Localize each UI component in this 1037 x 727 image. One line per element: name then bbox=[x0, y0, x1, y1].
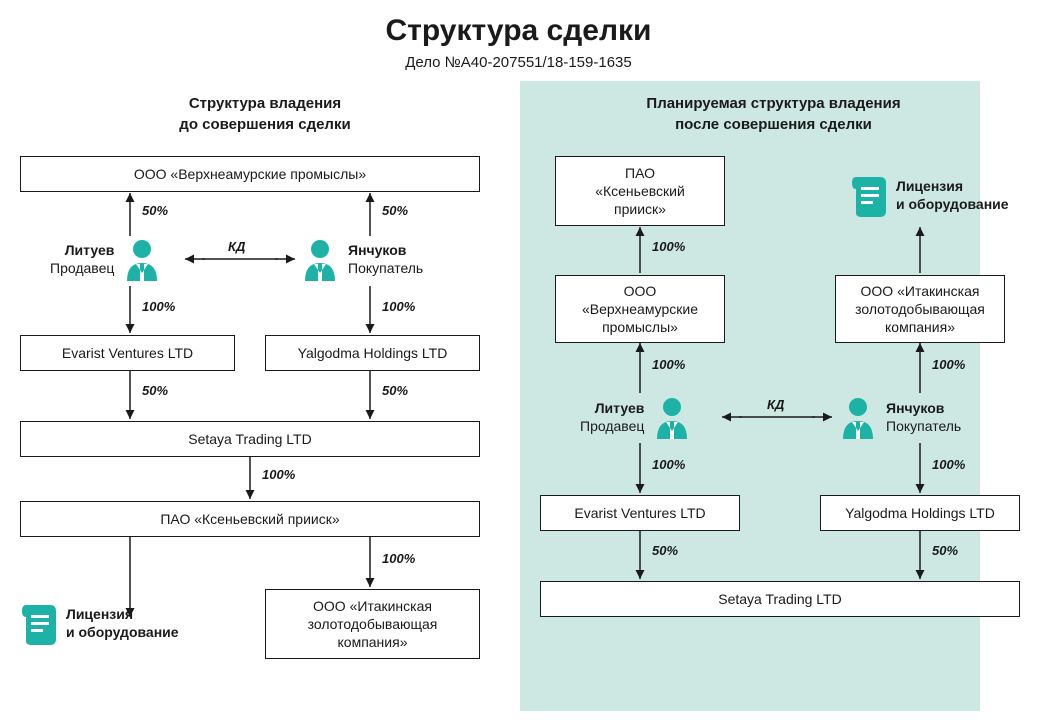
node-setaya: Setaya Trading LTD bbox=[20, 421, 480, 457]
edge-label: 100% bbox=[932, 457, 965, 472]
node-label: золотодобывающая bbox=[855, 300, 985, 318]
person-icon bbox=[122, 237, 162, 281]
heading-line: Структура владения bbox=[189, 95, 341, 112]
node-evarist: Evarist Ventures LTD bbox=[20, 335, 235, 371]
panel-before-heading: Структура владения до совершения сделки bbox=[20, 81, 510, 135]
person-role: Покупатель bbox=[886, 417, 961, 435]
node-itak: ООО «Итакинская золотодобывающая компани… bbox=[835, 275, 1005, 343]
person-buyer: Янчуков Покупатель bbox=[838, 395, 961, 439]
person-icon bbox=[652, 395, 692, 439]
edge-label-kd: КД bbox=[228, 239, 245, 254]
node-kseniev: ПАО «Ксеньевский прииск» bbox=[555, 156, 725, 226]
edge-label: 100% bbox=[652, 357, 685, 372]
node-label: ООО bbox=[624, 282, 657, 300]
edge-label: 50% bbox=[142, 383, 168, 398]
scroll-icon bbox=[850, 173, 888, 217]
node-label: «Ксеньевский bbox=[595, 182, 685, 200]
node-vap: ООО «Верхнеамурские промыслы» bbox=[20, 156, 480, 192]
panels-container: Структура владения до совершения сделки bbox=[0, 81, 1037, 711]
node-label: Evarist Ventures LTD bbox=[62, 344, 193, 362]
node-label: ООО «Итакинская bbox=[313, 597, 432, 615]
node-kseniev: ПАО «Ксеньевский прииск» bbox=[20, 501, 480, 537]
node-label: Setaya Trading LTD bbox=[188, 430, 311, 448]
license-line: и оборудование bbox=[896, 195, 1009, 213]
heading-line: после совершения сделки bbox=[675, 116, 872, 133]
person-role: Покупатель bbox=[348, 259, 423, 277]
node-label: ООО «Итакинская bbox=[861, 282, 980, 300]
person-icon bbox=[838, 395, 878, 439]
edge-label-kd: КД bbox=[767, 397, 784, 412]
person-buyer: Янчуков Покупатель bbox=[300, 237, 423, 281]
node-yalgodma: Yalgodma Holdings LTD bbox=[820, 495, 1020, 531]
person-name: Литуев bbox=[580, 399, 644, 417]
scroll-icon bbox=[20, 601, 58, 645]
node-label: золотодобывающая bbox=[308, 615, 438, 633]
edge-label: 50% bbox=[932, 543, 958, 558]
license-line: Лицензия bbox=[66, 605, 179, 623]
node-label: ПАО «Ксеньевский прииск» bbox=[160, 510, 339, 528]
edge-label: 100% bbox=[652, 239, 685, 254]
person-role: Продавец bbox=[50, 259, 114, 277]
edge-label: 50% bbox=[652, 543, 678, 558]
edge-label: 100% bbox=[382, 299, 415, 314]
heading-line: до совершения сделки bbox=[179, 116, 350, 133]
node-itak: ООО «Итакинская золотодобывающая компани… bbox=[265, 589, 480, 659]
person-seller: Литуев Продавец bbox=[580, 395, 692, 439]
edge-label: 100% bbox=[652, 457, 685, 472]
node-label: компания» bbox=[885, 318, 955, 336]
edge-label: 50% bbox=[382, 203, 408, 218]
person-role: Продавец bbox=[580, 417, 644, 435]
node-label: Evarist Ventures LTD bbox=[574, 504, 705, 522]
license-line: и оборудование bbox=[66, 623, 179, 641]
panel-before: Структура владения до совершения сделки bbox=[20, 81, 510, 711]
node-label: Yalgodma Holdings LTD bbox=[298, 344, 448, 362]
page-title: Структура сделки bbox=[0, 0, 1037, 48]
node-label: Setaya Trading LTD bbox=[718, 590, 841, 608]
person-name: Литуев bbox=[50, 241, 114, 259]
node-label: ПАО bbox=[625, 164, 655, 182]
person-name: Янчуков bbox=[886, 399, 961, 417]
license-block: Лицензия и оборудование bbox=[20, 601, 179, 645]
node-label: промыслы» bbox=[602, 318, 678, 336]
edge-label: 50% bbox=[382, 383, 408, 398]
edge-label: 100% bbox=[932, 357, 965, 372]
person-seller: Литуев Продавец bbox=[50, 237, 162, 281]
heading-line: Планируемая структура владения bbox=[646, 95, 900, 112]
edge-label: 100% bbox=[142, 299, 175, 314]
panel-after-heading: Планируемая структура владения после сов… bbox=[520, 81, 1027, 135]
license-block: Лицензия и оборудование bbox=[850, 173, 1009, 217]
node-label: «Верхнеамурские bbox=[582, 300, 698, 318]
person-icon bbox=[300, 237, 340, 281]
node-vap: ООО «Верхнеамурские промыслы» bbox=[555, 275, 725, 343]
panel-after: Планируемая структура владения после сов… bbox=[520, 81, 1027, 711]
node-evarist: Evarist Ventures LTD bbox=[540, 495, 740, 531]
edge-label: 100% bbox=[382, 551, 415, 566]
node-label: компания» bbox=[338, 633, 408, 651]
node-label: прииск» bbox=[614, 200, 666, 218]
node-label: Yalgodma Holdings LTD bbox=[845, 504, 995, 522]
person-name: Янчуков bbox=[348, 241, 423, 259]
license-line: Лицензия bbox=[896, 177, 1009, 195]
node-label: ООО «Верхнеамурские промыслы» bbox=[134, 165, 366, 183]
edge-label: 50% bbox=[142, 203, 168, 218]
case-number: Дело №А40-207551/18-159-1635 bbox=[0, 54, 1037, 71]
node-yalgodma: Yalgodma Holdings LTD bbox=[265, 335, 480, 371]
node-setaya: Setaya Trading LTD bbox=[540, 581, 1020, 617]
edge-label: 100% bbox=[262, 467, 295, 482]
